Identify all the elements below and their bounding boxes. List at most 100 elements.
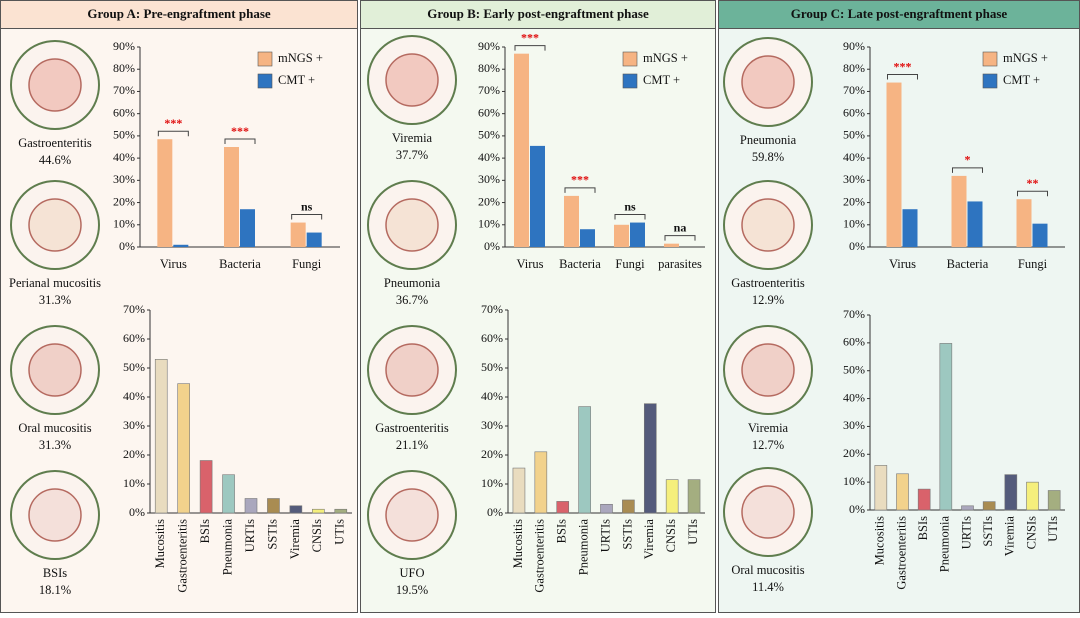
- icon-detail: [28, 198, 82, 252]
- icon-detail: [385, 488, 439, 542]
- panel-title: Group C: Late post-engraftment phase: [791, 6, 1008, 21]
- x-tick-label: UTIs: [686, 519, 700, 545]
- x-tick-label: SSTIs: [265, 519, 279, 550]
- y-tick-label: 0%: [119, 239, 135, 253]
- x-tick-label: Viremia: [642, 519, 656, 560]
- significance-bracket: [952, 167, 983, 173]
- bar: [951, 175, 967, 247]
- y-tick-label: 40%: [843, 150, 865, 164]
- bar: [512, 467, 526, 514]
- y-tick-label: 90%: [478, 39, 500, 53]
- y-tick-label: 40%: [843, 390, 865, 404]
- bar: [967, 201, 983, 247]
- icon-detail: [385, 343, 439, 397]
- y-tick-label: 20%: [123, 447, 145, 461]
- y-tick-label: 30%: [113, 172, 135, 186]
- significance-label: ***: [571, 173, 589, 187]
- header-b: [360, 0, 716, 29]
- icon-detail: [741, 343, 795, 397]
- bar: [982, 501, 996, 511]
- y-tick-label: 70%: [123, 302, 145, 316]
- x-tick-label: Bacteria: [947, 257, 989, 271]
- icon-detail: [385, 198, 439, 252]
- legend-swatch: [622, 73, 638, 89]
- icon-detail: [741, 485, 795, 539]
- bar: [306, 232, 322, 247]
- header-c: [718, 0, 1080, 29]
- icon-label: Oral mucositis: [731, 563, 804, 577]
- y-tick-label: 20%: [481, 447, 503, 461]
- y-tick-label: 20%: [843, 194, 865, 208]
- icon-label: Gastroenteritis: [731, 276, 805, 290]
- y-tick-label: 70%: [113, 83, 135, 97]
- x-tick-label: Bacteria: [219, 257, 261, 271]
- x-tick-label: Fungi: [292, 257, 322, 271]
- bar: [267, 498, 280, 514]
- significance-label: ***: [521, 30, 539, 44]
- x-tick-label: BSIs: [916, 516, 930, 540]
- y-tick-label: 20%: [113, 194, 135, 208]
- significance-label: *: [965, 153, 971, 167]
- x-tick-label: Pneumonia: [220, 519, 234, 576]
- icon-value: 37.7%: [396, 148, 428, 162]
- y-tick-label: 10%: [123, 476, 145, 490]
- x-tick-label: Mucositis: [511, 519, 525, 568]
- x-tick-label: Virus: [889, 257, 916, 271]
- legend-label: mNGS +: [1003, 51, 1048, 65]
- x-tick-label: UTIs: [333, 519, 347, 545]
- bar: [334, 508, 348, 514]
- x-tick-label: CNSIs: [1024, 516, 1038, 549]
- icon-label: Pneumonia: [384, 276, 441, 290]
- bar: [580, 229, 595, 247]
- significance-bracket: [224, 138, 256, 144]
- significance-label: ***: [231, 124, 249, 138]
- y-tick-label: 40%: [478, 150, 500, 164]
- y-tick-label: 10%: [478, 217, 500, 231]
- bar: [240, 209, 255, 247]
- x-tick-label: Pneumonia: [576, 519, 590, 576]
- icon-detail: [28, 58, 82, 112]
- y-tick-label: 50%: [113, 128, 135, 142]
- y-tick-label: 10%: [843, 474, 865, 488]
- y-tick-label: 50%: [481, 360, 503, 374]
- icon-label: Viremia: [748, 421, 789, 435]
- y-tick-label: 90%: [113, 39, 135, 53]
- y-tick-label: 10%: [113, 217, 135, 231]
- bar: [578, 406, 591, 514]
- bar: [157, 139, 173, 247]
- x-tick-label: Pneumonia: [938, 516, 952, 573]
- x-tick-label: Mucositis: [873, 516, 887, 565]
- y-tick-label: 20%: [478, 194, 500, 208]
- y-tick-label: 30%: [843, 172, 865, 186]
- y-tick-label: 0%: [849, 239, 865, 253]
- legend-swatch: [257, 73, 273, 89]
- x-tick-label: Gastroenteritis: [176, 519, 190, 593]
- legend-label: CMT +: [643, 73, 680, 87]
- y-tick-label: 0%: [129, 505, 145, 519]
- x-tick-label: BSIs: [198, 519, 212, 543]
- bar: [1047, 490, 1061, 511]
- bar: [1026, 481, 1039, 511]
- bar: [917, 488, 931, 511]
- significance-label: ns: [301, 199, 313, 213]
- x-tick-label: SSTIs: [981, 516, 995, 547]
- icon-label: Gastroenteritis: [375, 421, 449, 435]
- icon-detail: [741, 55, 795, 109]
- icon-label: Oral mucositis: [18, 421, 91, 435]
- icon-value: 31.3%: [39, 293, 71, 307]
- legend-label: mNGS +: [278, 51, 323, 65]
- bar: [154, 358, 168, 514]
- bar: [530, 145, 545, 247]
- icon-detail: [28, 343, 82, 397]
- y-tick-label: 60%: [843, 335, 865, 349]
- legend-label: CMT +: [278, 73, 315, 87]
- y-tick-label: 20%: [843, 446, 865, 460]
- y-tick-label: 30%: [478, 172, 500, 186]
- x-tick-label: URTIs: [959, 516, 973, 549]
- bar: [643, 403, 657, 514]
- bar: [687, 479, 701, 514]
- significance-label: ns: [624, 199, 636, 213]
- y-tick-label: 70%: [478, 83, 500, 97]
- y-tick-label: 0%: [484, 239, 500, 253]
- y-tick-label: 70%: [481, 302, 503, 316]
